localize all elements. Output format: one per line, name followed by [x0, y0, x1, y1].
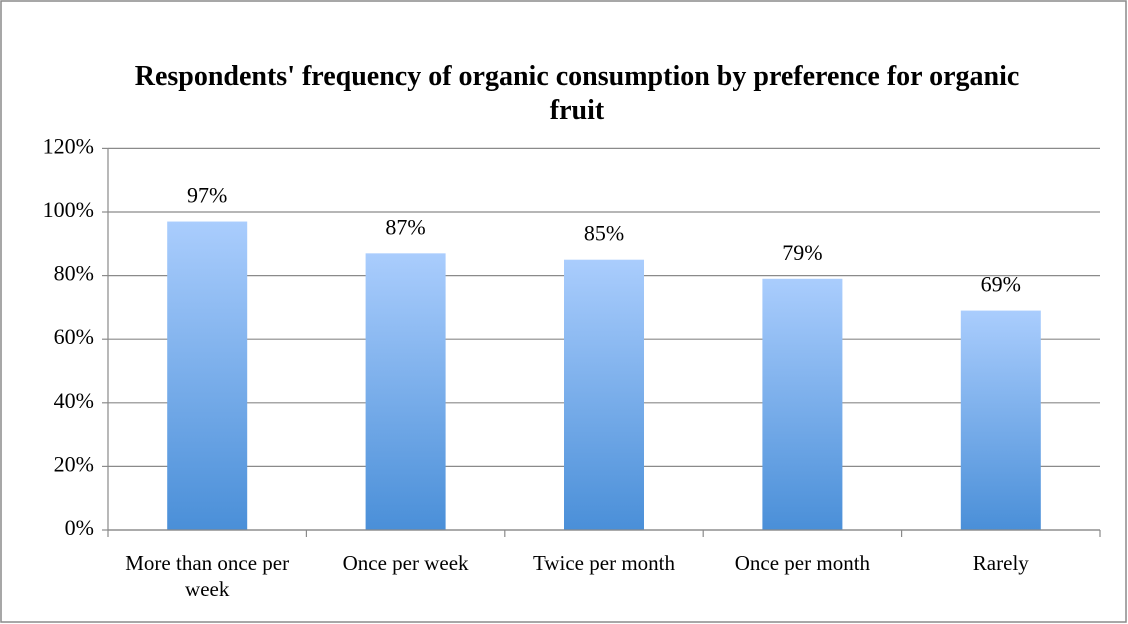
data-label: 85% [584, 221, 624, 246]
x-tick-label: Twice per month [533, 551, 675, 575]
data-label: 97% [187, 183, 227, 208]
y-tick-label: 80% [54, 261, 94, 286]
y-tick-label: 40% [54, 388, 94, 413]
x-tick-label: Once per month [734, 551, 871, 575]
chart-title: Respondents' frequency of organic consum… [134, 61, 1020, 126]
x-tick-label: Rarely [972, 551, 1029, 575]
bar [167, 221, 248, 531]
bar [960, 310, 1041, 530]
y-tick-label: 60% [54, 324, 94, 349]
data-label: 87% [385, 214, 425, 239]
y-tick-label: 120% [43, 133, 94, 158]
data-label: 69% [981, 272, 1021, 297]
bar [365, 253, 446, 530]
y-tick-label: 100% [43, 197, 94, 222]
y-tick-label: 0% [65, 515, 94, 540]
bar [564, 259, 644, 530]
x-tick-label: More than once per week [125, 551, 290, 601]
x-tick-label: Once per week [342, 551, 469, 575]
data-label: 79% [782, 240, 822, 265]
y-tick-label: 20% [54, 451, 94, 476]
bar [762, 278, 843, 530]
